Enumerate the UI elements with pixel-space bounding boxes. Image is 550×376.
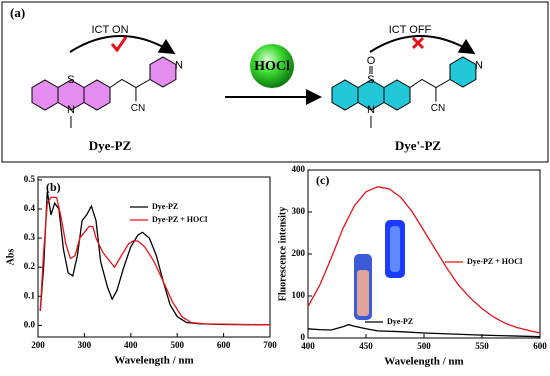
y-tick-label: 100 (292, 290, 306, 300)
atom-label: S (67, 74, 74, 86)
reagent: HOCl (254, 59, 290, 74)
annotation: ICT ON (91, 24, 128, 36)
vial-image (357, 270, 369, 316)
x-axis-label: Wavelength / nm (114, 355, 193, 367)
ict-arrow (369, 35, 476, 55)
atom-label: N (67, 104, 75, 116)
atom-label: O (367, 55, 376, 67)
check-mark (110, 36, 128, 53)
x-tick-label: 500 (170, 340, 184, 350)
series-line (39, 191, 271, 326)
series-line (39, 196, 271, 326)
compound-name: Dye'-PZ (395, 138, 442, 153)
atom-label: N (175, 59, 183, 71)
y-tick-label: 0 (301, 332, 306, 342)
series-line (307, 186, 541, 334)
plot-frame (307, 169, 541, 339)
ring (449, 56, 477, 88)
y-tick-label: 0.0 (24, 319, 36, 329)
x-tick-label: 550 (475, 341, 489, 351)
atom-label: CN (431, 103, 445, 114)
plot-frame (37, 176, 271, 338)
vial-image (390, 226, 400, 272)
x-tick-label: 400 (301, 341, 315, 351)
reagent-sphere (250, 44, 294, 88)
y-tick-label: 0.2 (24, 261, 36, 271)
annotation: ICT OFF (389, 24, 432, 36)
x-tick-label: 300 (78, 340, 92, 350)
scheme-label: (a) (10, 5, 25, 20)
x-tick-label: 600 (533, 341, 547, 351)
y-tick-label: 0.3 (24, 232, 36, 242)
legend-label: Dye-PZ (152, 202, 178, 211)
legend-label: Dye-PZ + HOCl (152, 215, 208, 224)
atom-label: N (475, 59, 483, 71)
legend-label: Dye-PZ + HOCl (467, 257, 523, 266)
panel-label: (b) (46, 180, 61, 194)
atom-label: S (367, 74, 374, 86)
atom-label: CN (131, 103, 145, 114)
ict-arrow (69, 35, 176, 55)
x-tick-label: 200 (31, 340, 45, 350)
x-tick-label: 450 (359, 341, 373, 351)
y-tick-label: 200 (292, 248, 306, 258)
y-axis-label: Abs (5, 249, 16, 266)
cross-mark (411, 36, 425, 50)
atom-label: N (367, 104, 375, 116)
series-line (307, 323, 541, 338)
y-tick-label: 400 (292, 164, 306, 174)
bond (109, 78, 151, 89)
x-tick-label: 700 (263, 340, 277, 350)
ring (149, 56, 177, 88)
compound-name: Dye-PZ (89, 138, 132, 153)
y-axis-label: Fluorescence intensity (277, 207, 288, 302)
legend-label: Dye-PZ (387, 317, 413, 326)
x-tick-label: 400 (124, 340, 138, 350)
y-tick-label: 0.5 (24, 174, 36, 184)
y-tick-label: 300 (292, 206, 306, 216)
panel-label: (c) (316, 173, 329, 187)
bond (409, 78, 451, 89)
y-tick-label: 0.1 (24, 290, 36, 300)
x-tick-label: 600 (217, 340, 231, 350)
x-axis-label: Wavelength / nm (384, 356, 463, 368)
y-tick-label: 0.4 (24, 203, 36, 213)
x-tick-label: 500 (417, 341, 431, 351)
